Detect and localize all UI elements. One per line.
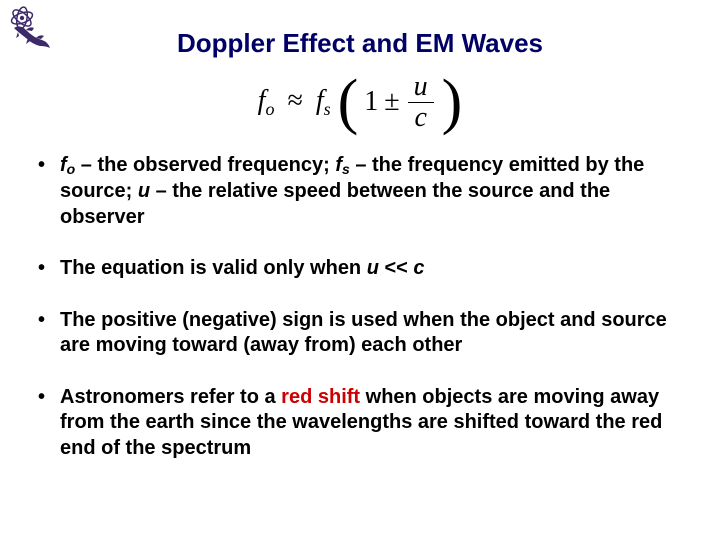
gecko-atom-logo bbox=[6, 4, 54, 52]
slide-title: Doppler Effect and EM Waves bbox=[0, 0, 720, 71]
bullet-item: Astronomers refer to a red shift when ob… bbox=[38, 385, 682, 462]
bullet-item: The equation is valid only when u << c bbox=[38, 256, 682, 282]
bullet-item: fo – the observed frequency; fs – the fr… bbox=[38, 153, 682, 230]
doppler-equation: fo ≈ fs ( 1 ± u c ) bbox=[0, 71, 720, 133]
bullet-list: fo – the observed frequency; fs – the fr… bbox=[0, 153, 720, 462]
bullet-item: The positive (negative) sign is used whe… bbox=[38, 308, 682, 359]
